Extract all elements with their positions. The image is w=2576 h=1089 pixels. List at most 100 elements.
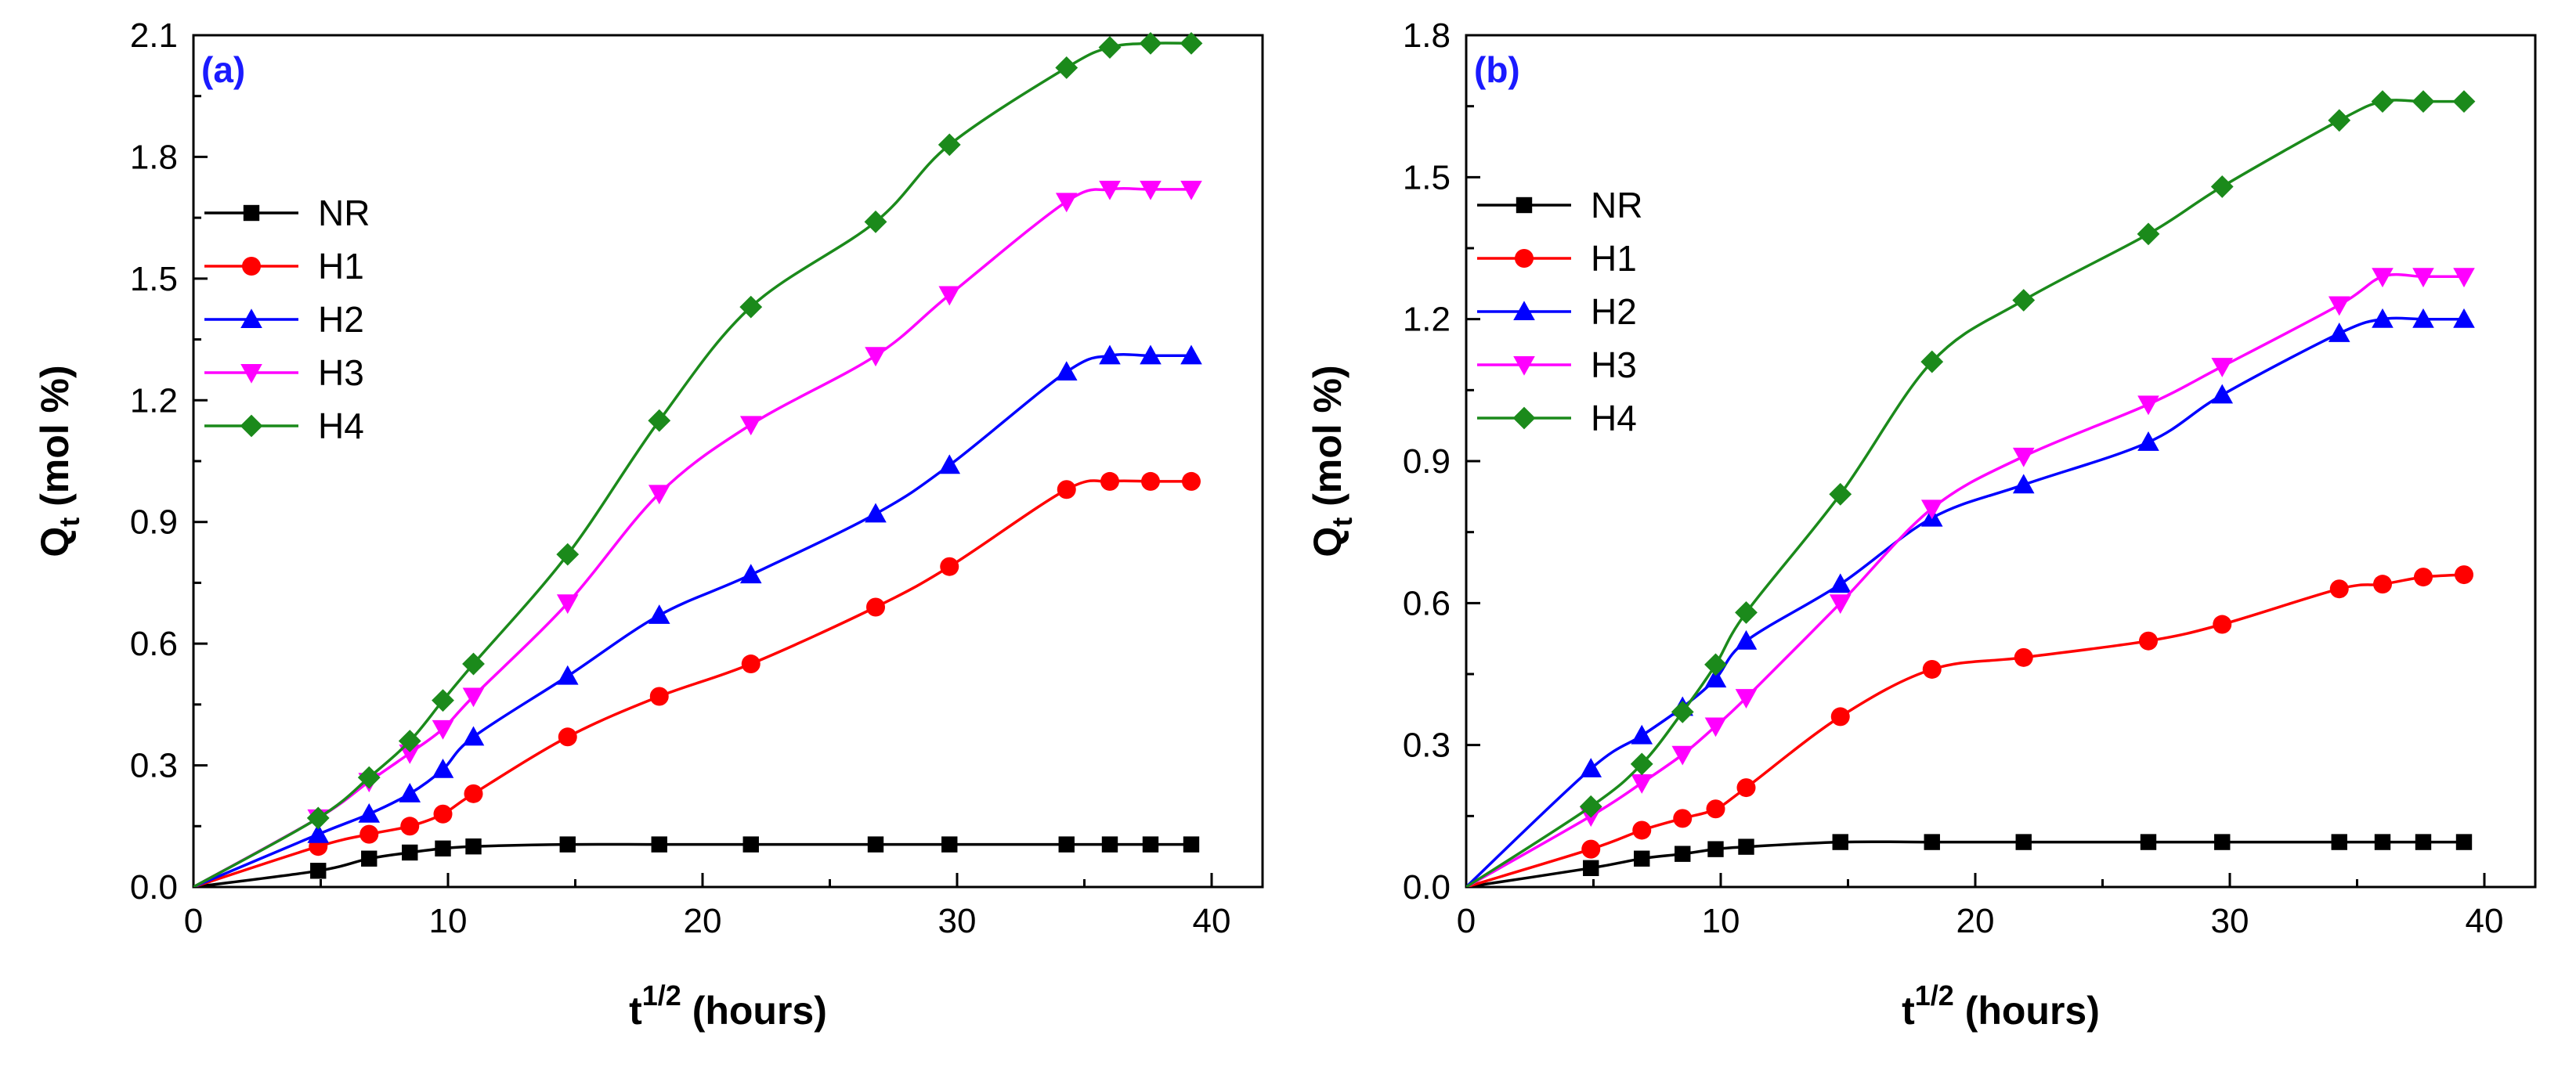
data-point-h1 [1830,707,1850,727]
data-point-h2 [462,726,485,746]
legend-label-h2: H2 [1591,291,1637,332]
data-point-h4 [398,730,421,752]
y-axis-title-var: Q [1306,527,1349,557]
data-point-nr [1924,834,1940,850]
data-point-h1 [940,557,959,576]
series-line-h1 [1466,573,2465,887]
data-point-h2 [938,454,961,474]
data-point-nr [867,836,884,853]
y-tick-label: 0.9 [130,503,178,542]
x-axis-title-sup: 1/2 [1915,979,1954,1011]
legend-label-h3: H3 [318,352,364,393]
data-point-h2 [1580,758,1602,777]
data-point-h4 [648,409,671,432]
data-point-h3 [865,347,887,367]
series-h4 [193,31,1203,887]
data-point-h4 [1735,601,1758,624]
x-axis-title-var: t [629,989,642,1033]
series-line-h1 [193,479,1191,887]
series-h2 [193,344,1202,887]
data-point-h1 [2014,647,2033,667]
y-tick-label: 0.0 [130,868,178,907]
x-axis-title-var: t [1902,989,1915,1033]
series-h1 [1466,565,2473,887]
data-point-h3 [399,744,421,764]
data-point-h3 [2372,268,2394,288]
data-point-nr [1101,836,1118,853]
y-tick-label: 1.8 [1403,16,1451,55]
data-point-h1 [1100,471,1119,491]
data-point-nr [742,836,759,853]
data-point-h3 [1704,717,1727,737]
x-tick-label: 20 [1956,902,1995,940]
y-axis-title-unit: (mol %) [33,365,77,517]
series-line-nr [193,842,1191,887]
data-point-h1 [2414,568,2433,587]
data-point-h3 [1671,745,1694,766]
legend-label-h3: H3 [1591,344,1637,385]
data-point-nr [651,836,667,853]
data-point-h1 [2139,631,2158,651]
data-point-h2 [556,665,579,685]
data-point-h4 [1098,36,1122,59]
data-point-h1 [741,654,761,674]
data-point-nr [1738,838,1754,855]
data-point-h4 [938,133,961,157]
series-line-h2 [193,353,1191,887]
data-point-h4 [1829,482,1852,506]
data-point-nr [1183,836,1200,853]
data-point-nr [1634,850,1650,867]
data-point-h1 [464,784,483,803]
data-point-h1 [1141,471,1160,491]
legend-marker-h3 [1513,355,1535,376]
y-axis-title-var: Q [33,527,77,557]
data-point-h3 [432,719,454,740]
data-point-h3 [1140,180,1162,200]
y-axis-title-unit: (mol %) [1306,365,1349,517]
legend-label-h1: H1 [318,246,364,287]
data-point-h4 [739,295,763,319]
data-point-h1 [1922,659,1942,679]
data-point-h2 [1829,573,1852,593]
y-tick-label: 1.8 [130,138,178,176]
data-point-h4 [432,689,454,712]
data-point-nr [361,850,378,867]
data-point-h3 [1735,689,1758,709]
data-point-nr [2374,834,2391,850]
data-point-h3 [648,485,670,505]
data-point-h1 [1736,778,1756,798]
series-nr [1466,834,2473,887]
legend-marker-h4 [240,414,263,438]
legend-label-h2: H2 [318,299,364,340]
x-axis-title-unit: (hours) [681,989,827,1033]
y-tick-label: 1.2 [1403,301,1451,339]
data-point-h3 [739,416,762,436]
data-point-nr [1583,860,1599,877]
data-point-h1 [2455,565,2473,585]
data-point-h1 [433,804,453,824]
series-nr [193,836,1200,887]
data-point-nr [2455,834,2473,850]
legend-marker-nr [243,204,260,222]
data-point-h4 [462,652,485,676]
data-point-h4 [2452,90,2476,114]
data-point-h3 [1099,180,1121,200]
data-point-h2 [1735,629,1758,650]
legend: NR H1 H2 H3 H4 [1477,185,1642,438]
y-axis-title-sub: t [1326,517,1358,527]
x-tick-label: 40 [1193,902,1231,940]
data-point-h1 [1057,480,1076,499]
data-point-nr [559,836,576,853]
data-point-h4 [2012,289,2036,312]
data-point-h1 [1673,809,1693,828]
chart-panel-b: 0 10 20 30 400.00.30.60.91.21.51.8(b)t1/2 (h… [1306,16,2537,1033]
data-point-h4 [864,210,887,233]
data-point-nr [2015,834,2032,850]
series-line-h3 [193,187,1191,887]
data-point-h4 [1920,350,1944,373]
data-point-h2 [2412,308,2434,328]
data-point-h1 [359,824,379,844]
data-point-h2 [307,823,330,843]
chart-panel-a: 0 10 20 30 400.00.30.60.91.21.51.82.1(a)t1/2… [33,16,1264,1033]
